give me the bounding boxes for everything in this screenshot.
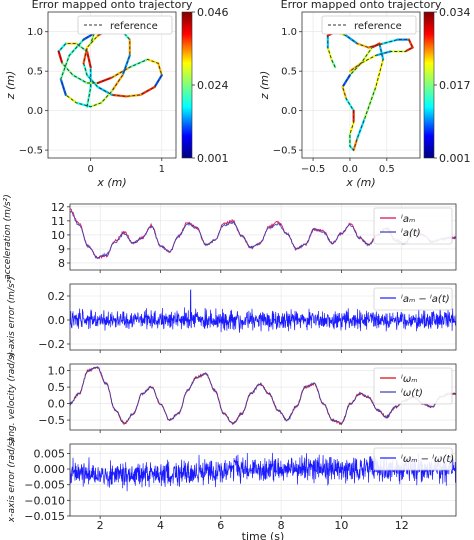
y-tick-label: −0.5 <box>19 146 43 157</box>
colorbar-tick-label: 0.001 <box>439 152 471 165</box>
legend-box <box>321 15 417 35</box>
reference-line <box>58 27 163 108</box>
y-tick-label: 0.5 <box>48 381 66 394</box>
legend-label: ᴵaₘ <box>401 214 415 225</box>
legend: reference <box>77 15 173 35</box>
chart-title: Error mapped onto trajectory <box>281 0 442 11</box>
x-tick-label: 4 <box>157 519 164 532</box>
x-axis-label: time (s) <box>242 530 285 540</box>
y-tick-label: 10 <box>51 229 65 242</box>
x-axis-label: x (m) <box>96 176 126 189</box>
timeseries-panel-4: −0.5 0.0 0.5 1.0 ang. velocity (rad/s) ᴵωₘ ᴵω(… <box>7 352 457 442</box>
legend-label: ᴵωₘ − ᴵω(t) <box>401 454 454 465</box>
y-tick-label: −0.5 <box>38 414 65 427</box>
y-tick-label: 0.0 <box>27 106 43 117</box>
reference-line <box>327 31 414 151</box>
x-tick-label: 1 <box>159 164 165 175</box>
x-tick-label: 0.0 <box>342 164 358 175</box>
legend-label: ᴵωₘ <box>401 374 417 385</box>
legend: ᴵωₘ ᴵω(t) <box>373 367 453 405</box>
y-tick-label: 1.0 <box>48 365 66 378</box>
x-tick-label: 6 <box>217 519 224 532</box>
colorbar: 0.046 0.024 0.001 <box>181 6 229 165</box>
colorbar-tick-label: 0.001 <box>197 152 229 165</box>
colorbar-tick-label: 0.046 <box>197 6 229 19</box>
y-tick-label: 0.0 <box>281 106 297 117</box>
series-line-1 <box>69 366 457 426</box>
x-tick-label: 8 <box>278 519 285 532</box>
plot-frame <box>301 11 421 159</box>
colorbar-tick-label: 0.017 <box>439 79 471 92</box>
plot-frame <box>69 283 457 351</box>
legend-box <box>373 207 453 245</box>
legend: ᴵaₘ − ᴵa(t) <box>373 287 453 311</box>
legend: ᴵaₘ ᴵa(t) <box>373 207 453 245</box>
trajectory-panel-1: Error mapped onto trajectory −0.5 0.0 0.5 −0… <box>258 0 471 189</box>
colorbar: 0.034 0.017 0.001 <box>423 6 471 165</box>
y-tick-label: 0.2 <box>48 290 66 303</box>
plot-frame <box>69 203 457 271</box>
legend-box <box>77 15 173 35</box>
y-tick-label: −0.5 <box>273 146 297 157</box>
y-tick-label: 11 <box>51 215 65 228</box>
timeseries-panel-3: −0.2 0.0 0.2 x-axis error (m/s²) ᴵaₘ − ᴵa(t) <box>7 276 457 359</box>
y-axis-label: x-axis error (m/s²) <box>7 276 17 359</box>
x-tick-label: 12 <box>395 519 409 532</box>
x-tick-label: 0.5 <box>379 164 395 175</box>
colorbar-gradient <box>423 11 435 159</box>
y-tick-label: 0.000 <box>34 463 66 476</box>
trajectory-error-segment <box>75 101 92 108</box>
timeseries-panel-5: −0.015 −0.010 −0.005 0.000 0.005 x-axis error… <box>7 438 457 540</box>
y-tick-label: 1.0 <box>27 27 43 38</box>
legend-label: ᴵω(t) <box>401 388 423 399</box>
plot-frame <box>69 363 457 431</box>
legend-label: reference <box>110 21 158 32</box>
plot-frame <box>47 11 177 159</box>
y-axis-label: x-axis error (rad/s) <box>7 438 17 523</box>
y-tick-label: 1.0 <box>281 27 297 38</box>
y-tick-label: 12 <box>51 201 65 214</box>
legend: ᴵωₘ − ᴵω(t) <box>373 447 454 471</box>
x-tick-label: 2 <box>97 519 104 532</box>
legend-box <box>373 287 453 311</box>
y-axis-label: z (m) <box>4 71 17 101</box>
y-tick-label: −0.015 <box>24 510 65 523</box>
x-tick-label: 0 <box>87 164 93 175</box>
y-axis-label: z (m) <box>258 71 271 101</box>
legend-label: reference <box>354 21 402 32</box>
chart-title: Error mapped onto trajectory <box>32 0 193 11</box>
x-tick-label: −0.5 <box>301 164 325 175</box>
trajectory-error-segment <box>374 50 392 57</box>
y-tick-label: 0.0 <box>48 398 66 411</box>
y-tick-label: −0.010 <box>24 494 65 507</box>
y-axis-label: acceleration (m/s²) <box>3 194 13 279</box>
legend-label: ᴵa(t) <box>401 228 421 239</box>
y-tick-label: 8 <box>58 257 65 270</box>
legend: reference <box>321 15 417 35</box>
plot-frame <box>69 443 457 517</box>
legend-box <box>373 447 453 471</box>
legend-label: ᴵaₘ − ᴵa(t) <box>401 294 450 305</box>
y-tick-label: −0.005 <box>24 479 65 492</box>
colorbar-tick-label: 0.034 <box>439 6 471 19</box>
y-tick-label: −0.2 <box>38 338 65 351</box>
colorbar-gradient <box>181 11 193 159</box>
y-tick-label: 0.0 <box>48 314 66 327</box>
trajectory-panel-0: Error mapped onto trajectory 0 1 −0.5 0.0 0.5… <box>4 0 229 189</box>
y-axis-label: ang. velocity (rad/s) <box>7 352 17 442</box>
legend-box <box>373 367 453 405</box>
noise-series-line <box>69 289 457 333</box>
x-tick-label: 10 <box>334 519 348 532</box>
colorbar-tick-label: 0.024 <box>197 79 229 92</box>
y-tick-label: 0.005 <box>34 447 66 460</box>
noise-series-line <box>69 452 457 492</box>
trajectory-error-segment <box>96 76 114 85</box>
y-tick-label: 9 <box>58 243 65 256</box>
x-axis-label: x (m) <box>345 176 375 189</box>
y-tick-label: 0.5 <box>281 67 297 78</box>
y-tick-label: 0.5 <box>27 67 43 78</box>
